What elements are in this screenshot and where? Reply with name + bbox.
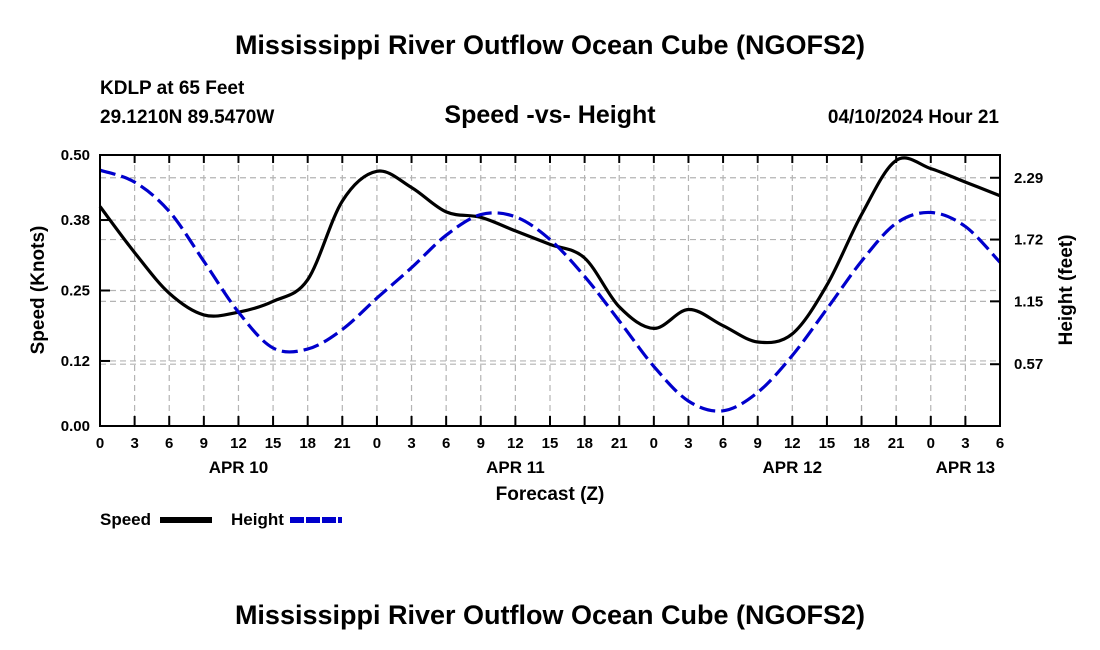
- series-group: [98, 156, 1002, 413]
- x-tick-label: 18: [299, 435, 316, 452]
- x-tick-label: 9: [754, 435, 762, 452]
- footer-title: Mississippi River Outflow Ocean Cube (NG…: [234, 600, 866, 630]
- y-left-tick-label: 0.00: [61, 418, 90, 435]
- grid: [100, 155, 1000, 426]
- x-tick-label: 6: [165, 435, 173, 452]
- x-tick-label: 3: [407, 435, 415, 452]
- series-line-height: [99, 168, 1002, 413]
- x-tick-label: 21: [611, 435, 628, 452]
- x-tick-label: 0: [373, 435, 381, 452]
- y-left-tick-label: 0.38: [61, 212, 90, 229]
- x-axis-label: Forecast (Z): [496, 484, 605, 505]
- x-tick-label: 18: [853, 435, 870, 452]
- y-right-tick-label: 1.15: [1014, 293, 1043, 310]
- legend-height-label: Height: [231, 510, 284, 529]
- x-day-label: APR 11: [486, 458, 545, 477]
- x-tick-label: 3: [961, 435, 969, 452]
- forecast-date: 04/10/2024 Hour 21: [827, 107, 999, 128]
- x-tick-label: 0: [927, 435, 935, 452]
- legend-speed-swatch: [160, 517, 212, 523]
- x-tick-label: 21: [334, 435, 351, 452]
- x-day-label: APR 12: [763, 458, 823, 477]
- x-tick-label: 12: [784, 435, 801, 452]
- x-day-label: APR 10: [209, 458, 269, 477]
- x-tick-label: 12: [507, 435, 524, 452]
- y-left-tick-label: 0.12: [61, 353, 90, 370]
- y-left-tick-label: 0.25: [61, 283, 90, 300]
- x-tick-label: 15: [265, 435, 282, 452]
- x-tick-label: 15: [819, 435, 836, 452]
- x-tick-label: 0: [96, 435, 104, 452]
- series-line-speed: [98, 156, 1001, 345]
- page-title: Mississippi River Outflow Ocean Cube (NG…: [234, 30, 866, 60]
- legend-height-swatch: [290, 517, 342, 523]
- y-axis-left-label: Speed (Knots): [28, 226, 49, 355]
- station-coords: 29.1210N 89.5470W: [100, 107, 275, 128]
- x-tick-label: 3: [130, 435, 138, 452]
- x-tick-label: 6: [719, 435, 727, 452]
- axes: 0 3 6 9 12 15 18 21 0 3 6 9 12 15 18 21 0 3 6 9 12 15 18 21 0 3 6A…: [61, 147, 1043, 477]
- x-tick-label: 21: [888, 435, 905, 452]
- y-axis-right-label: Height (feet): [1056, 235, 1077, 346]
- y-right-tick-label: 1.72: [1014, 232, 1043, 249]
- x-day-label: APR 13: [936, 458, 996, 477]
- y-left-tick-label: 0.50: [61, 147, 90, 164]
- x-tick-label: 3: [684, 435, 692, 452]
- x-tick-label: 0: [650, 435, 658, 452]
- x-tick-label: 12: [230, 435, 247, 452]
- x-tick-label: 6: [442, 435, 450, 452]
- x-tick-label: 9: [477, 435, 485, 452]
- y-right-tick-label: 0.57: [1014, 356, 1043, 373]
- x-tick-label: 9: [200, 435, 208, 452]
- y-right-tick-label: 2.29: [1014, 170, 1043, 187]
- legend-speed-label: Speed: [100, 510, 152, 529]
- x-tick-label: 6: [996, 435, 1004, 452]
- x-tick-label: 15: [542, 435, 559, 452]
- x-tick-label: 18: [576, 435, 593, 452]
- station-label: KDLP at 65 Feet: [100, 78, 245, 99]
- chart-subtitle: Speed -vs- Height: [444, 101, 656, 129]
